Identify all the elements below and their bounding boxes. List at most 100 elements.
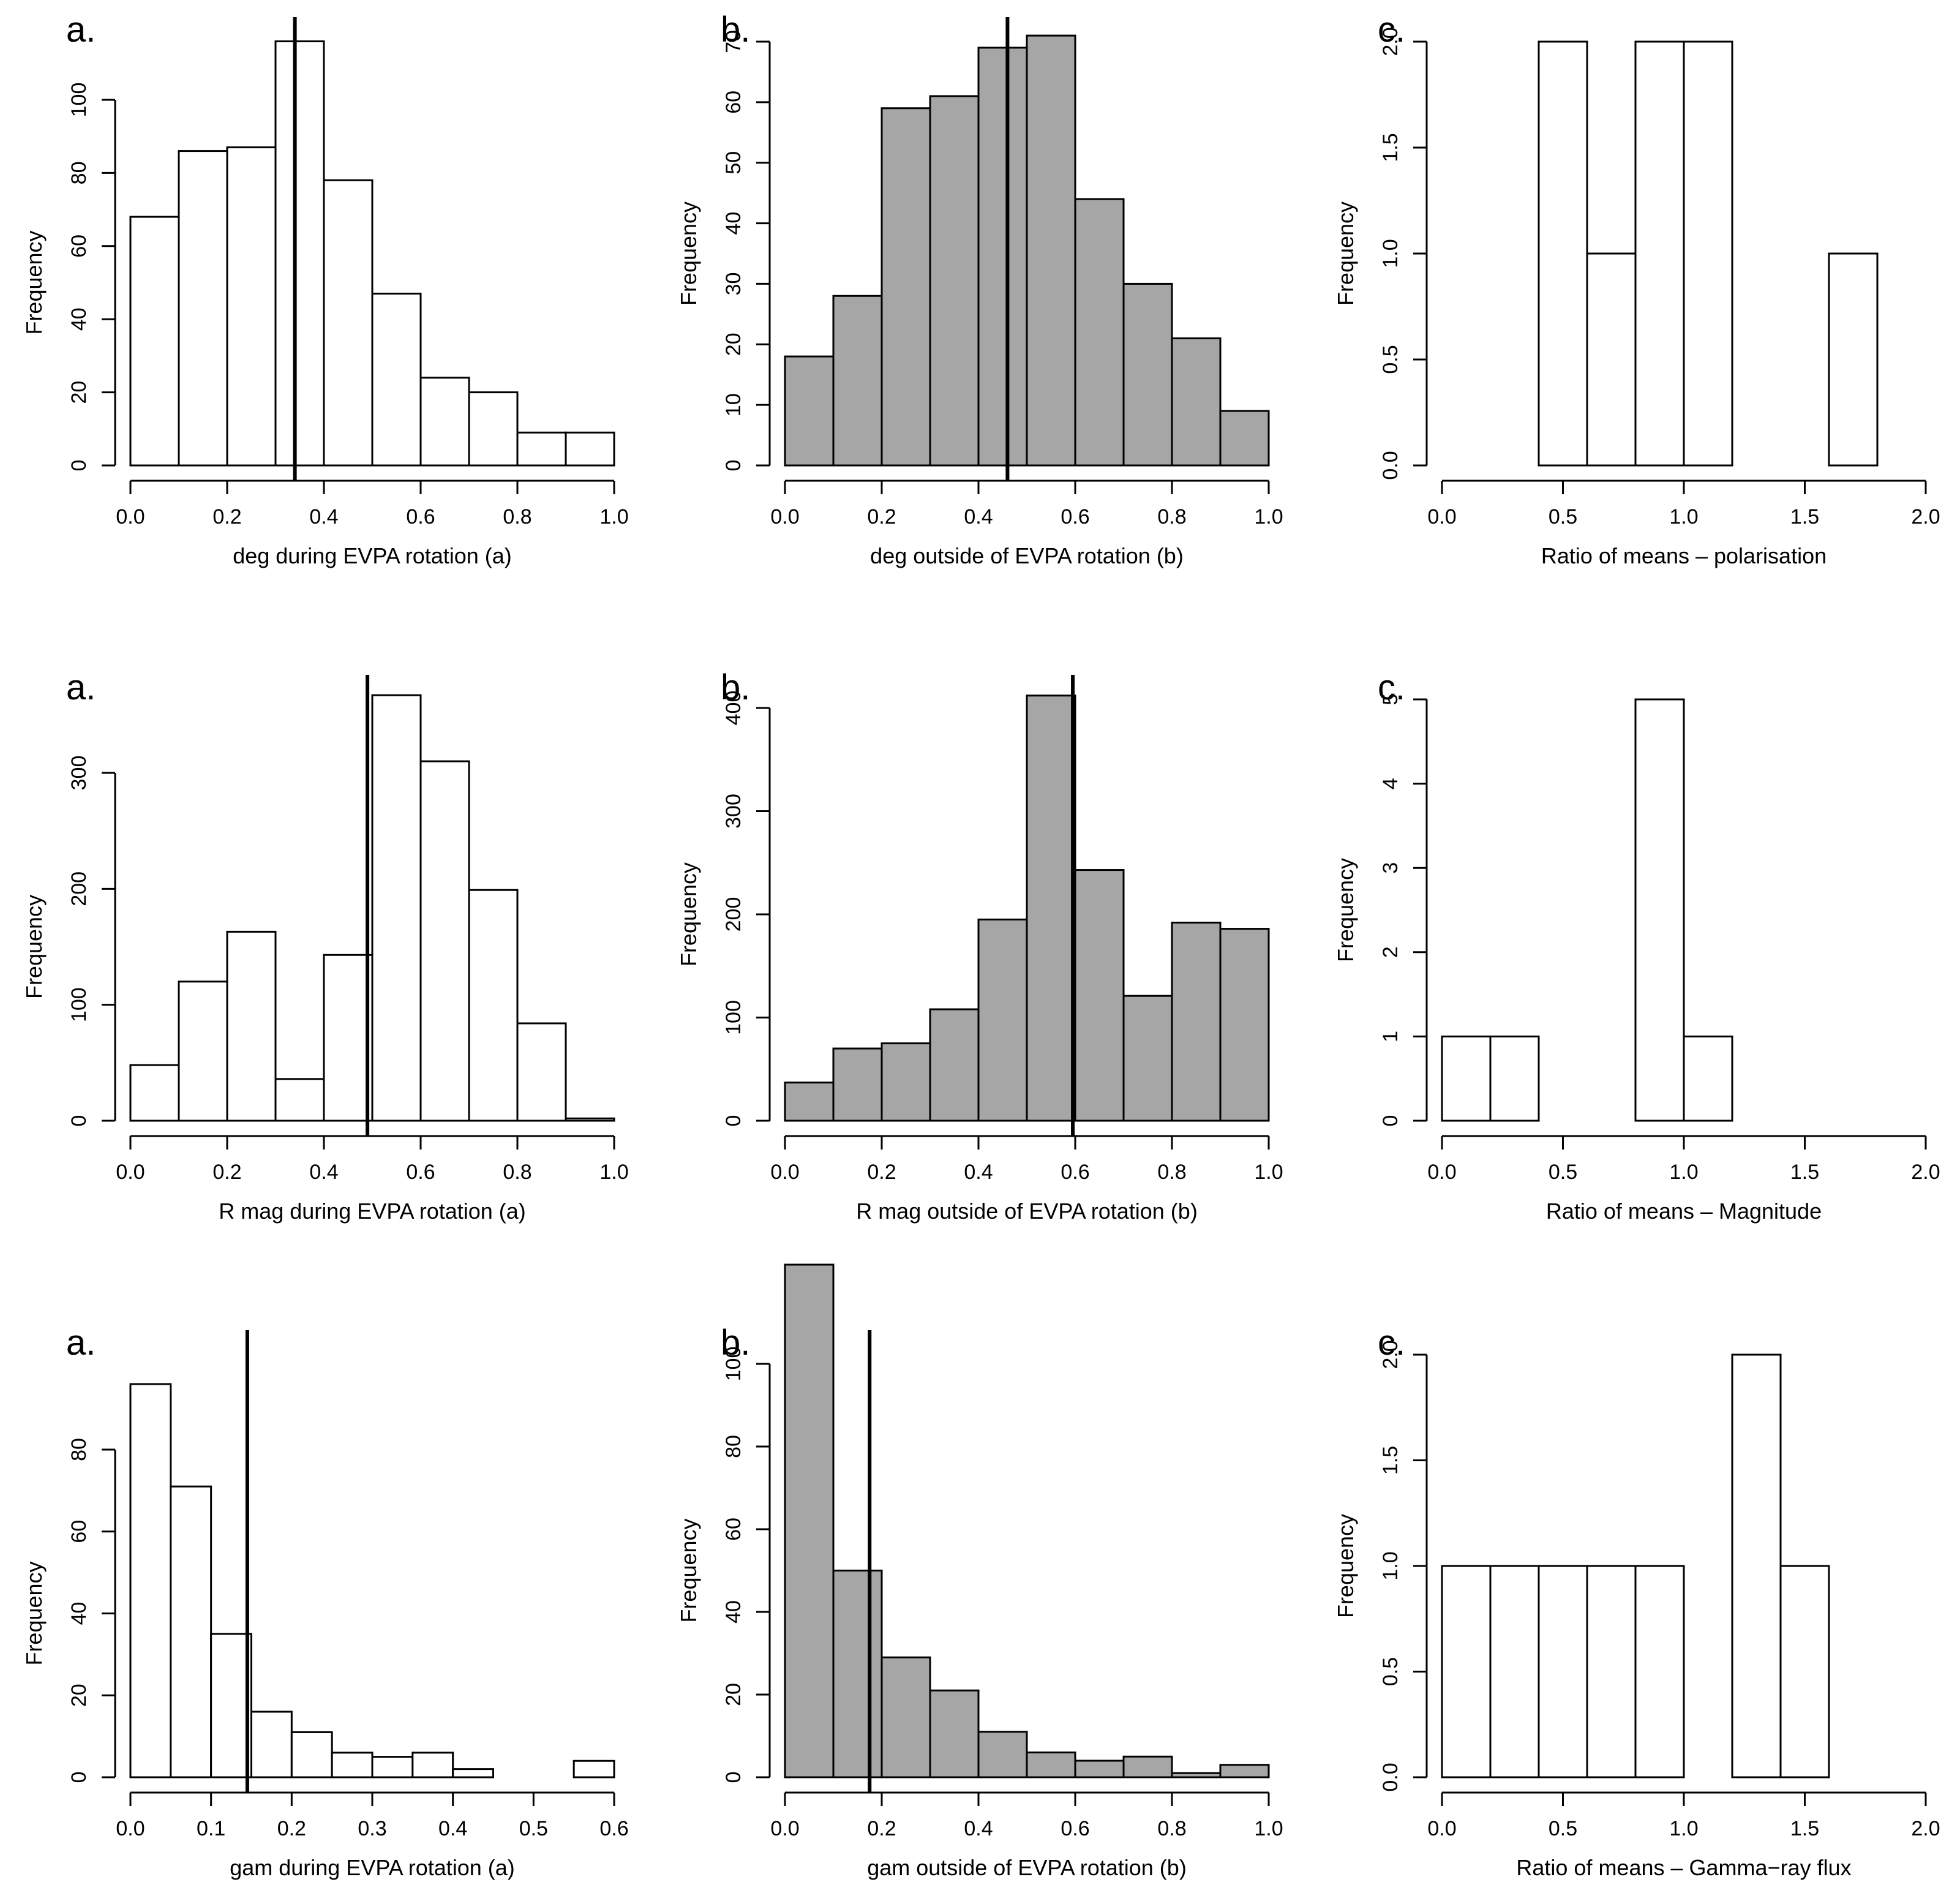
y-axis-label: Frequency [21, 895, 47, 999]
histogram-bar [1074, 198, 1125, 467]
x-axis-label: gam during EVPA rotation (a) [230, 1855, 515, 1880]
x-tick-label: 0.4 [964, 1817, 993, 1840]
x-tick-label: 0.4 [964, 1161, 993, 1184]
histogram-bar [880, 1042, 931, 1122]
histogram-panel-1-c: 0.0 0.5 1.0 1.5 2.0 0.0 0.5 1.0 1.5 2.0 Ratio of m… [1333, 10, 1940, 568]
histogram-panel-2-a: 0.0 0.2 0.4 0.6 0.8 1.0 0 100 200 300 R mag during… [21, 668, 629, 1224]
histogram-bar [1634, 1565, 1685, 1778]
y-tick-label: 200 [722, 897, 745, 932]
histogram-bar [178, 980, 228, 1122]
histogram-bar [226, 146, 277, 467]
histogram-bar [250, 1710, 293, 1778]
y-tick-label: 0 [1379, 1115, 1402, 1127]
x-tick-label: 1.5 [1790, 505, 1819, 529]
y-tick-label: 300 [722, 794, 745, 829]
x-tick-label: 0.5 [519, 1817, 548, 1840]
x-axis-label: deg during EVPA rotation (a) [233, 543, 512, 568]
y-tick-label: 60 [67, 1520, 91, 1543]
histogram-bar [210, 1633, 252, 1778]
histogram-panel-1-b: 0.0 0.2 0.4 0.6 0.8 1.0 0 10 20 30 40 50 60 70 deg out… [676, 10, 1283, 568]
histogram-bar [1538, 40, 1588, 467]
histogram-bar [1219, 928, 1270, 1122]
x-tick-label: 1.0 [1254, 1161, 1283, 1184]
y-tick-label: 400 [722, 691, 745, 726]
y-tick-label: 40 [67, 307, 91, 331]
y-tick-label: 60 [722, 1518, 745, 1541]
histogram-bar [1683, 1035, 1733, 1122]
x-tick-label: 2.0 [1911, 505, 1940, 529]
x-axis-label: gam outside of EVPA rotation (b) [867, 1855, 1187, 1880]
histogram-bar [929, 95, 980, 467]
histogram-bar [1634, 40, 1685, 467]
histogram-bar [468, 391, 519, 467]
y-axis-label: Frequency [676, 1518, 701, 1622]
panel-label: c. [1378, 668, 1405, 707]
histogram-bar [832, 1047, 883, 1122]
x-tick-label: 0.2 [867, 1161, 896, 1184]
y-tick-label: 10 [722, 393, 745, 416]
x-tick-label: 0.6 [1061, 1817, 1089, 1840]
histogram-bar [516, 1022, 567, 1122]
x-axis-label: R mag during EVPA rotation (a) [219, 1199, 526, 1224]
x-tick-label: 2.0 [1911, 1161, 1940, 1184]
panel-label: b. [721, 1323, 750, 1363]
histogram-bar [1171, 1772, 1222, 1778]
x-tick-label: 0.0 [116, 505, 145, 529]
histogram-bar [929, 1008, 980, 1122]
panel-label: c. [1378, 1323, 1405, 1363]
y-tick-label: 20 [67, 1684, 91, 1707]
y-tick-label: 50 [722, 151, 745, 175]
y-axis-label: Frequency [1333, 858, 1358, 962]
x-tick-label: 0.6 [406, 505, 435, 529]
y-tick-label: 40 [67, 1602, 91, 1625]
y-tick-label: 2.0 [1379, 27, 1402, 56]
histogram-bar [977, 918, 1028, 1122]
x-tick-label: 0.5 [1549, 1817, 1577, 1840]
x-tick-label: 1.0 [1669, 505, 1698, 529]
y-tick-label: 40 [722, 1600, 745, 1624]
histogram-bar [274, 1078, 325, 1122]
x-axis-label: Ratio of means – Magnitude [1546, 1199, 1822, 1224]
x-tick-label: 1.5 [1790, 1817, 1819, 1840]
x-axis-label: R mag outside of EVPA rotation (b) [856, 1199, 1198, 1224]
x-tick-label: 0.8 [1157, 1817, 1186, 1840]
histogram-bar [1026, 1752, 1076, 1778]
x-tick-label: 0.4 [964, 505, 993, 529]
x-tick-label: 0.4 [438, 1817, 467, 1840]
y-tick-label: 0 [722, 1115, 745, 1127]
x-tick-label: 0.6 [1061, 505, 1089, 529]
y-tick-label: 1.5 [1379, 133, 1402, 162]
histogram-bar [1538, 1565, 1588, 1778]
histogram-bar [977, 1731, 1028, 1778]
y-tick-label: 1 [1379, 1031, 1402, 1042]
histogram-bar [468, 889, 519, 1122]
y-tick-label: 20 [722, 333, 745, 356]
histogram-bar [516, 431, 567, 467]
x-tick-label: 0.6 [1061, 1161, 1089, 1184]
x-tick-label: 0.0 [1427, 1817, 1456, 1840]
histogram-bar [880, 1656, 931, 1778]
histogram-bar [1219, 410, 1270, 467]
histogram-bar [832, 1570, 883, 1778]
y-tick-label: 80 [67, 1438, 91, 1461]
histogram-bar [1586, 1565, 1637, 1778]
histogram-bar [784, 355, 835, 467]
y-tick-label: 0.0 [1379, 451, 1402, 480]
x-tick-label: 0.8 [503, 1161, 531, 1184]
x-tick-label: 1.0 [1669, 1817, 1698, 1840]
y-tick-label: 100 [722, 1347, 745, 1382]
histogram-panel-3-a: 0.0 0.1 0.2 0.3 0.4 0.5 0.6 0 20 40 60 80 gam during… [21, 1323, 629, 1880]
histogram-bar [1489, 1565, 1540, 1778]
x-tick-label: 1.0 [1254, 1817, 1283, 1840]
x-tick-label: 0.2 [867, 505, 896, 529]
y-tick-label: 5 [1379, 694, 1402, 706]
histogram-bar [1489, 1035, 1540, 1122]
x-tick-label: 1.0 [599, 1161, 628, 1184]
histogram-bar [129, 1383, 172, 1778]
histogram-bar [1219, 1764, 1270, 1778]
histogram-panel-3-b: 0.0 0.2 0.4 0.6 0.8 1.0 0 20 40 60 80 100 gam outsid… [676, 1263, 1283, 1880]
x-tick-label: 0.1 [197, 1817, 225, 1840]
histogram-bar [1026, 34, 1076, 467]
x-tick-label: 0.0 [770, 1817, 799, 1840]
histogram-bar [178, 150, 228, 467]
